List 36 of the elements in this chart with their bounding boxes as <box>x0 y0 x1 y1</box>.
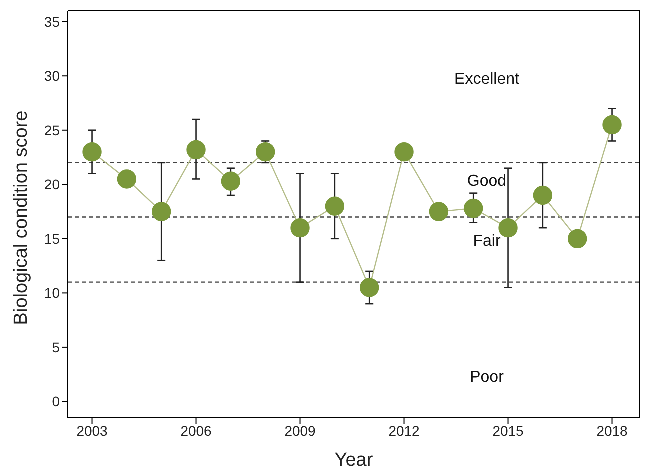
point <box>394 142 414 162</box>
x-tick-label: 2015 <box>492 422 524 439</box>
x-tick-label: 2003 <box>76 422 108 439</box>
annotation: Poor <box>470 369 504 387</box>
annotation: Fair <box>473 233 501 251</box>
x-tick-label: 2018 <box>596 422 628 439</box>
x-tick-label: 2012 <box>388 422 420 439</box>
point <box>533 186 553 206</box>
point <box>325 196 345 216</box>
point <box>82 142 102 162</box>
point <box>256 142 276 162</box>
y-tick-label: 25 <box>44 122 60 138</box>
y-tick-label: 35 <box>44 14 60 30</box>
y-tick-label: 30 <box>44 68 60 84</box>
y-tick-label: 15 <box>44 230 60 247</box>
point <box>602 115 622 135</box>
point <box>360 278 380 298</box>
point <box>429 202 449 222</box>
y-tick-label: 10 <box>44 285 60 302</box>
y-tick-label: 0 <box>52 394 60 410</box>
x-tick-label: 2009 <box>284 422 316 439</box>
point <box>498 218 518 238</box>
point <box>221 172 241 191</box>
x-axis-title: Year <box>334 450 374 471</box>
point <box>464 198 484 218</box>
annotation: Good <box>467 173 507 191</box>
y-axis-title: Biological condition score <box>11 110 33 326</box>
point <box>117 170 137 189</box>
point <box>568 229 588 249</box>
annotation: Excellent <box>454 71 520 89</box>
y-tick-label: 5 <box>52 339 60 356</box>
x-tick-label: 2006 <box>180 422 212 439</box>
point <box>290 218 310 238</box>
point <box>186 140 206 160</box>
y-tick-label: 20 <box>44 176 60 193</box>
point <box>152 202 172 222</box>
